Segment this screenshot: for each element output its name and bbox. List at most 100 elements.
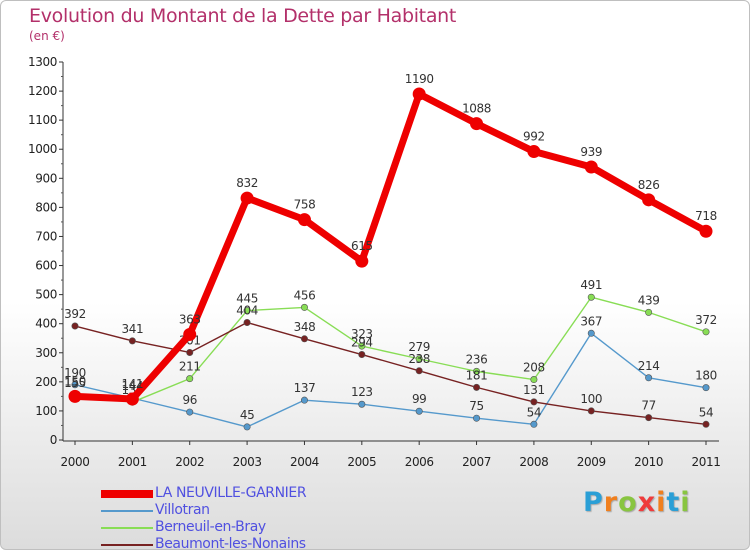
- data-point: [128, 337, 136, 345]
- data-point: [645, 414, 653, 422]
- data-label: 236: [466, 352, 488, 366]
- logo-letter: t: [666, 487, 681, 518]
- data-point: [186, 348, 194, 356]
- data-point: [183, 327, 197, 341]
- data-point: [297, 213, 311, 227]
- x-tick-label: 2004: [290, 455, 319, 469]
- logo-letter: o: [618, 487, 638, 518]
- data-label: 439: [638, 293, 660, 307]
- data-point: [71, 381, 79, 389]
- data-label: 208: [523, 361, 545, 375]
- legend-label: Berneuil-en-Bray: [155, 519, 266, 535]
- x-tick-label: 2001: [118, 455, 147, 469]
- data-point: [358, 351, 366, 359]
- chart-unit: (en €): [29, 29, 65, 43]
- x-tick-label: 2006: [405, 455, 434, 469]
- legend-label: LA NEUVILLE-GARNIER: [155, 485, 307, 501]
- x-tick-label: 2000: [61, 455, 90, 469]
- data-label: 832: [236, 176, 258, 190]
- y-tick-label: 500: [35, 288, 57, 302]
- y-tick-label: 600: [35, 259, 57, 273]
- data-label: 77: [641, 399, 655, 413]
- data-label: 279: [408, 340, 430, 354]
- x-tick-label: 2007: [462, 455, 491, 469]
- y-tick-label: 100: [35, 404, 57, 418]
- data-label: 718: [695, 209, 717, 223]
- data-label: 238: [408, 352, 430, 366]
- x-tick-label: 2005: [347, 455, 376, 469]
- y-tick-label: 700: [35, 229, 57, 243]
- series-line-1: [74, 332, 707, 428]
- data-label: 445: [236, 292, 258, 306]
- data-point: [300, 303, 308, 311]
- data-label: 214: [638, 359, 660, 373]
- data-point: [412, 87, 426, 101]
- logo-letter: r: [603, 487, 619, 518]
- series-line-0: [71, 90, 710, 403]
- data-label: 615: [351, 239, 373, 253]
- data-point: [186, 408, 194, 416]
- data-point: [642, 193, 656, 207]
- proxiti-logo: Proxiti: [583, 487, 691, 518]
- y-tick-label: 1100: [28, 113, 57, 127]
- data-point: [702, 420, 710, 428]
- data-point: [473, 383, 481, 391]
- data-point: [645, 308, 653, 316]
- data-label: 190: [64, 366, 86, 380]
- x-tick-label: 2010: [634, 455, 663, 469]
- data-label: 54: [527, 405, 541, 419]
- data-point: [68, 389, 82, 403]
- data-label: 137: [294, 381, 316, 395]
- data-label: 367: [580, 314, 602, 328]
- x-tick-label: 2011: [692, 455, 721, 469]
- data-point: [587, 329, 595, 337]
- data-point: [584, 160, 598, 174]
- data-label: 100: [580, 392, 602, 406]
- data-point: [243, 307, 251, 315]
- legend-label: Beaumont-les-Nonains: [155, 536, 306, 550]
- data-point: [240, 191, 254, 205]
- data-point: [186, 375, 194, 383]
- data-label: 341: [122, 322, 144, 336]
- data-point: [415, 407, 423, 415]
- data-label: 323: [351, 327, 373, 341]
- data-label: 348: [294, 320, 316, 334]
- x-tick-label: 2002: [175, 455, 204, 469]
- data-point: [530, 398, 538, 406]
- data-label: 150: [64, 374, 86, 388]
- legend-swatch: [101, 544, 153, 546]
- data-label: 491: [580, 278, 602, 292]
- data-label: 392: [64, 307, 86, 321]
- data-point: [527, 145, 541, 159]
- data-point: [587, 407, 595, 415]
- y-tick-label: 1200: [28, 84, 57, 98]
- data-point: [645, 374, 653, 382]
- data-point: [300, 396, 308, 404]
- data-label: 456: [294, 288, 316, 302]
- data-point: [473, 367, 481, 375]
- logo-letter: x: [637, 487, 657, 518]
- series-line-3: [74, 321, 707, 425]
- y-tick-label: 200: [35, 375, 57, 389]
- logo-letter: i: [680, 487, 691, 518]
- data-label: 1190: [405, 72, 434, 86]
- y-tick-label: 1000: [28, 142, 57, 156]
- data-label: 372: [695, 313, 717, 327]
- data-point: [125, 392, 139, 406]
- data-point: [355, 254, 369, 268]
- legend-swatch: [101, 527, 153, 529]
- data-point: [530, 376, 538, 384]
- data-point: [71, 322, 79, 330]
- data-point: [702, 328, 710, 336]
- data-point: [358, 400, 366, 408]
- data-point: [243, 319, 251, 327]
- data-label: 155: [64, 376, 86, 390]
- data-label: 404: [236, 304, 258, 318]
- series-line-2: [74, 296, 707, 403]
- data-label: 1088: [462, 102, 491, 116]
- y-tick-label: 1300: [28, 55, 57, 69]
- data-label: 75: [469, 399, 483, 413]
- data-label: 180: [695, 369, 717, 383]
